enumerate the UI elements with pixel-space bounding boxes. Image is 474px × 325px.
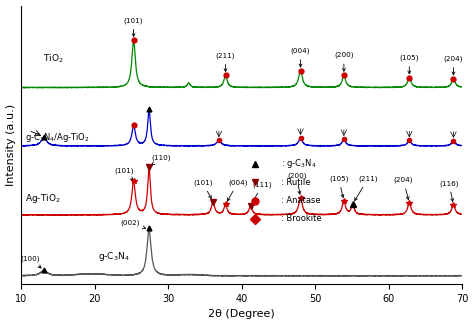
Text: (105): (105) <box>400 55 419 74</box>
Text: (100): (100) <box>20 255 41 268</box>
Text: (002): (002) <box>120 219 146 229</box>
Text: (105): (105) <box>329 176 348 198</box>
Text: (004): (004) <box>291 48 310 67</box>
Text: (110): (110) <box>151 154 171 165</box>
X-axis label: 2θ (Degree): 2θ (Degree) <box>208 309 275 319</box>
Text: (101): (101) <box>114 168 134 180</box>
Text: (101): (101) <box>193 179 212 198</box>
Text: TiO$_2$: TiO$_2$ <box>43 52 64 65</box>
Text: Ag-TiO$_2$: Ag-TiO$_2$ <box>25 191 61 204</box>
Text: (200): (200) <box>287 173 307 194</box>
Text: (200): (200) <box>334 52 354 71</box>
Y-axis label: Intensity (a.u.): Intensity (a.u.) <box>6 104 16 186</box>
Text: (111): (111) <box>252 181 272 203</box>
Text: (101): (101) <box>124 17 143 36</box>
Text: g-C$_3$N$_4$: g-C$_3$N$_4$ <box>98 250 130 263</box>
Text: (211): (211) <box>216 52 235 72</box>
Text: (204): (204) <box>444 56 463 75</box>
Text: (211): (211) <box>355 176 378 201</box>
Text: (204): (204) <box>394 177 413 200</box>
Text: (004): (004) <box>228 179 248 201</box>
Text: g-C$_3$N$_4$/Ag-TiO$_2$: g-C$_3$N$_4$/Ag-TiO$_2$ <box>25 131 90 144</box>
Text: (116): (116) <box>439 180 459 202</box>
